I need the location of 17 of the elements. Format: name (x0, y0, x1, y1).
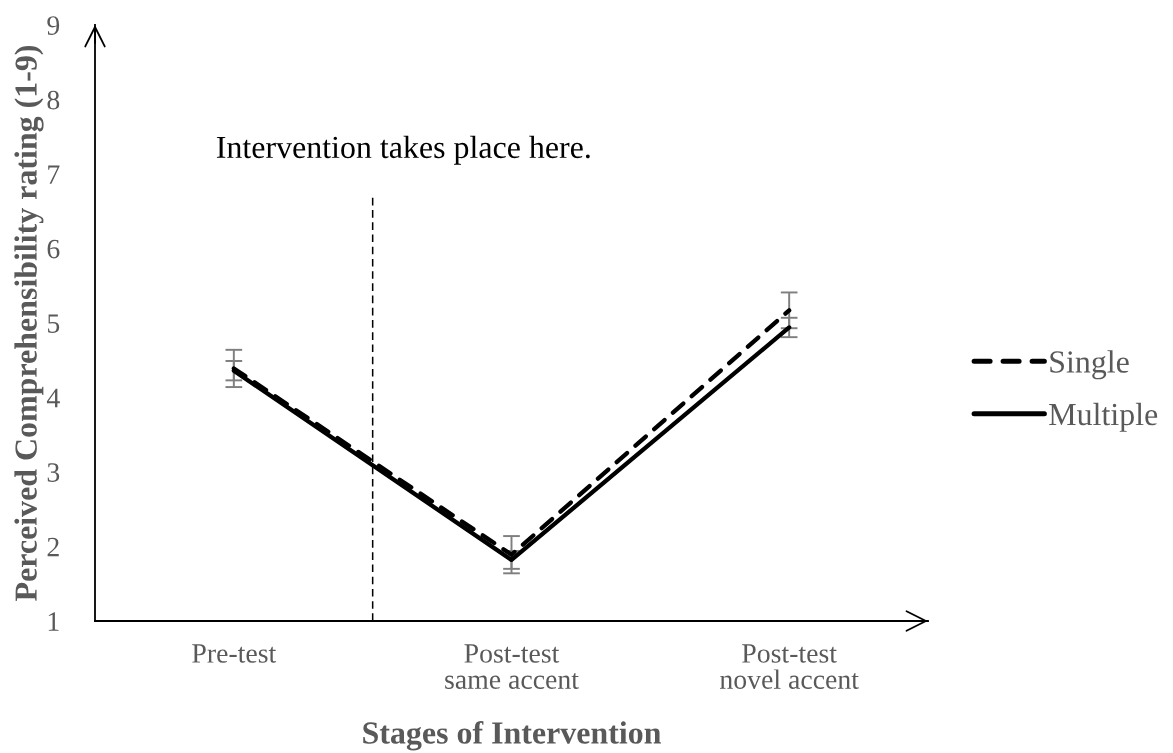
y-tick-label: 9 (47, 16, 60, 35)
legend-label: Single (1050, 350, 1129, 380)
y-tick-label: 5 (48, 314, 60, 333)
x-axis-title: Stages of Intervention (363, 720, 661, 751)
y-tick-label: 4 (46, 388, 60, 408)
y-tick-label: 3 (47, 463, 60, 482)
y-tick-label: 1 (48, 612, 59, 631)
y-tick-label: 6 (47, 239, 60, 259)
x-tick-label: Pre-test (192, 644, 277, 663)
y-tick-label: 8 (47, 90, 60, 110)
y-axis-title: Perceived Comprehensibility rating (1-9) (14, 45, 44, 601)
x-tick-label: Post-test same accent (445, 644, 579, 689)
annotation: Intervention takes place here. (216, 135, 590, 165)
y-tick-label: 2 (47, 537, 59, 557)
legend-label: Multiple (1049, 402, 1158, 432)
y-tick-label: 7 (48, 165, 60, 184)
x-tick-label: Post-test novel accent (720, 644, 859, 689)
